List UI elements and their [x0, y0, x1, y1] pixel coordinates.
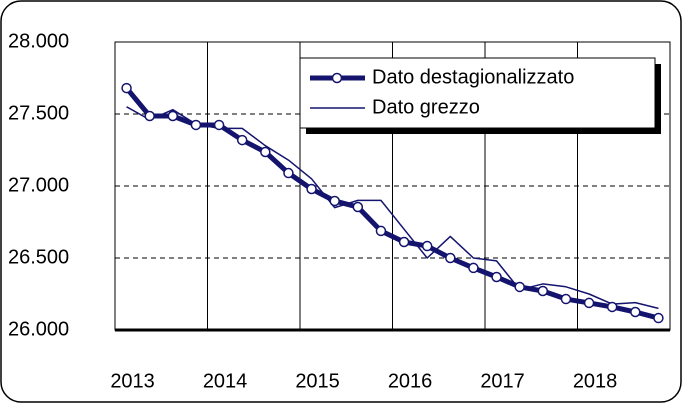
legend-label: Dato destagionalizzato: [372, 66, 574, 88]
x-tick-label: 2017: [480, 370, 525, 392]
legend-marker: [333, 74, 342, 83]
y-tick-label: 26.500: [8, 246, 69, 268]
y-tick-label: 27.500: [8, 102, 69, 124]
marker: [538, 286, 547, 295]
marker: [631, 308, 640, 317]
x-tick-label: 2018: [573, 370, 618, 392]
marker: [168, 112, 177, 121]
marker: [469, 263, 478, 272]
marker: [191, 120, 200, 129]
chart: 26.000 26.500 27.000 27.500 28.000 2013 2014 20…: [0, 0, 682, 403]
marker: [284, 169, 293, 178]
marker: [145, 112, 154, 121]
marker: [654, 314, 663, 323]
x-tick-label: 2016: [388, 370, 433, 392]
marker: [353, 203, 362, 212]
marker: [215, 120, 224, 129]
x-tick-label: 2014: [203, 370, 248, 392]
marker: [261, 148, 270, 157]
y-tick-label: 28.000: [8, 30, 69, 52]
marker: [608, 302, 617, 311]
marker: [492, 273, 501, 282]
marker: [400, 238, 409, 247]
x-tick-label: 2013: [110, 370, 155, 392]
marker: [238, 136, 247, 145]
marker: [515, 282, 524, 291]
marker: [376, 226, 385, 235]
marker: [561, 295, 570, 304]
marker: [122, 84, 131, 93]
y-tick-label: 27.000: [8, 174, 69, 196]
y-tick-label: 26.000: [8, 318, 69, 340]
marker: [307, 185, 316, 194]
marker: [330, 196, 339, 205]
marker: [446, 254, 455, 263]
marker: [423, 242, 432, 251]
legend-label: Dato grezzo: [372, 96, 480, 118]
x-tick-label: 2015: [295, 370, 340, 392]
marker: [585, 298, 594, 307]
